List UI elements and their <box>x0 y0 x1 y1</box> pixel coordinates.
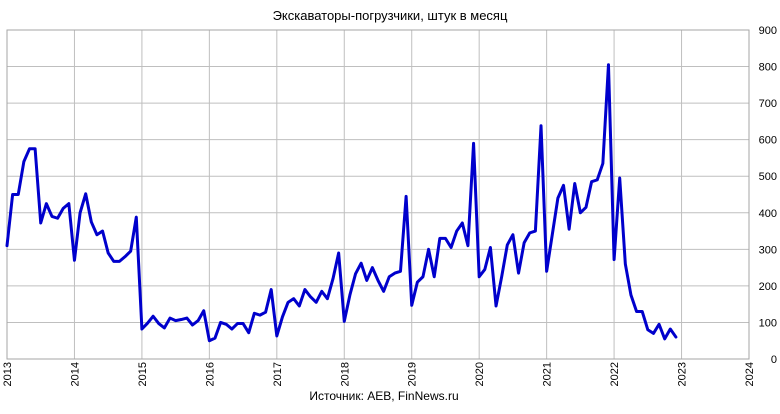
chart-title: Экскаваторы-погрузчики, штук в месяц <box>273 8 508 23</box>
x-tick-label: 2014 <box>69 362 81 386</box>
x-tick-label: 2022 <box>609 362 621 386</box>
series-line <box>5 63 678 343</box>
y-tick-label: 100 <box>759 317 777 329</box>
x-tick-label: 2020 <box>474 362 486 386</box>
x-tick-label: 2018 <box>339 362 351 386</box>
y-tick-label: 700 <box>759 98 777 110</box>
plot-frame <box>6 29 750 360</box>
x-tick-label: 2019 <box>407 362 419 386</box>
series-layer <box>5 63 678 343</box>
y-axis-tick-labels: 0 100 200 300 400 500 600 700 800 900 <box>759 25 777 366</box>
y-tick-label: 400 <box>759 208 777 220</box>
y-tick-label: 500 <box>759 171 777 183</box>
y-tick-label: 200 <box>759 281 777 293</box>
x-axis-tick-labels: 2013 2014 2015 2016 2017 2018 2019 2020 2021 2022… <box>2 362 756 386</box>
x-tick-label: 2023 <box>677 362 689 386</box>
y-tick-label: 300 <box>759 244 777 256</box>
y-tick-label: 800 <box>759 62 777 74</box>
x-tick-label: 2016 <box>204 362 216 386</box>
source-note: Источник: AEB, FinNews.ru <box>309 389 458 403</box>
x-tick-label: 2015 <box>137 362 149 386</box>
x-tick-label: 2017 <box>272 362 284 386</box>
x-tick-label: 2013 <box>2 362 14 386</box>
x-tick-label: 2024 <box>744 362 756 386</box>
y-tick-label: 600 <box>759 135 777 147</box>
y-tick-label: 900 <box>759 25 777 37</box>
y-tick-label: 0 <box>771 354 777 366</box>
x-tick-label: 2021 <box>542 362 554 386</box>
